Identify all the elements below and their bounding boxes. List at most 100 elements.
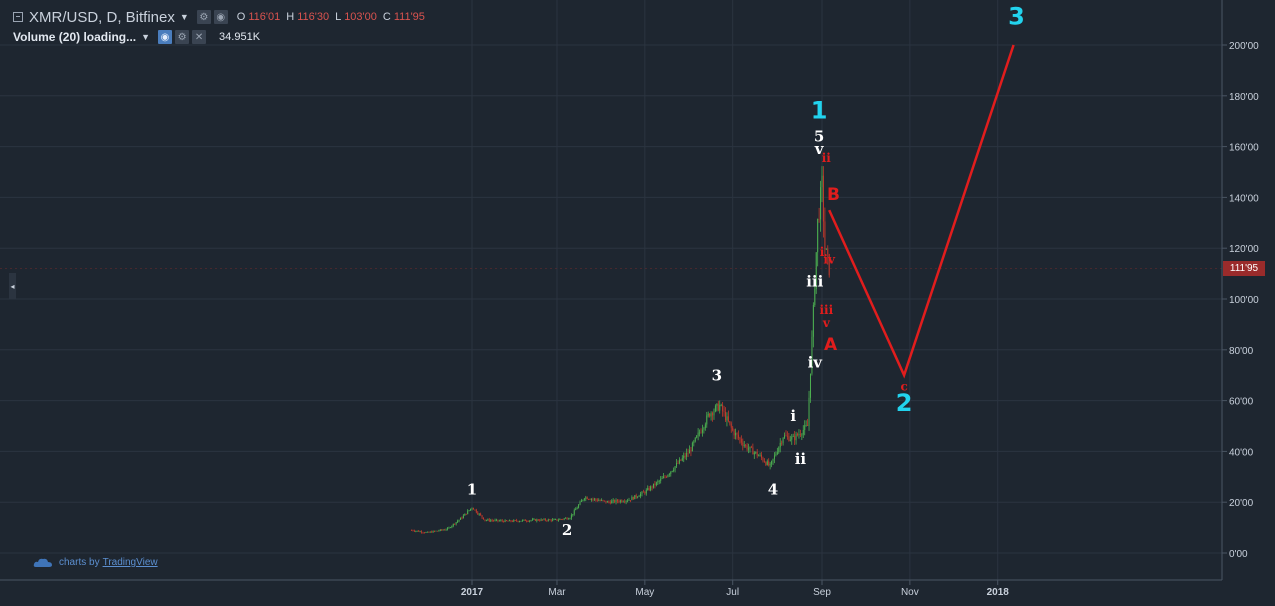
candle-body [555,519,557,521]
candle-body [811,336,813,374]
candle [616,498,618,504]
close-icon[interactable]: ✕ [192,30,207,44]
candle [464,513,466,516]
candle [680,459,682,462]
candle [495,518,497,522]
candle [772,458,774,465]
eye-icon[interactable]: ◉ [158,30,173,44]
candle-body [472,508,474,510]
candle [690,446,692,457]
candle [423,532,425,534]
candle [591,498,593,502]
candle [606,500,608,503]
candle [762,456,764,463]
candle-body [673,469,675,471]
candle-body [740,439,742,443]
candle [771,460,773,468]
candle [573,508,575,516]
y-tick-label: 120'00 [1229,244,1259,255]
candle [644,491,646,495]
settings-icon[interactable]: ⚙ [175,30,190,44]
candle [589,498,591,501]
candle-body [569,518,571,520]
candle [451,525,453,529]
candle-body [815,252,817,290]
candle-body [601,500,603,501]
candle-body [419,531,421,533]
candle-body [814,289,816,305]
candle-body [455,522,457,525]
candle [411,529,413,531]
y-tick-label: 180'00 [1229,92,1259,103]
candle-body [647,488,649,490]
candle-body [438,530,440,532]
candle-body [640,493,642,497]
candle-body [484,519,486,521]
symbol-title[interactable]: XMR/USD, D, Bitfinex [29,8,175,26]
candle-body [798,434,800,436]
candle [566,517,568,520]
candle-body [428,531,430,533]
left-panel-toggle[interactable]: ◂ [9,273,16,299]
candle-body [661,478,663,479]
wave-label-major: 2 [896,389,913,417]
candle [658,479,660,485]
candle [516,518,518,522]
candle [474,509,476,511]
candle-body [652,483,654,488]
candle-body [477,512,479,515]
tradingview-watermark[interactable]: charts by TradingView [33,556,158,568]
candle [674,465,676,473]
candle [593,497,595,502]
candle [521,519,523,522]
candle [586,496,588,500]
settings-icon[interactable]: ⚙ [196,10,211,24]
candle [426,531,428,533]
candle-body [773,455,775,459]
candle-body [557,520,559,521]
candle [428,531,430,533]
candle-body [448,527,450,529]
projection-line[interactable] [828,44,1015,379]
candle [743,440,745,448]
candle-body [642,491,644,493]
volume-label[interactable]: Volume (20) loading... [13,30,137,44]
candle-body [485,520,487,521]
chart-header: XMR/USD, D, Bitfinex ▼ ⚙ ◉ O 116'01 H 11… [0,0,700,50]
candle [549,518,551,521]
candle-body [475,509,477,513]
candle-body [799,434,801,435]
candle-body [542,519,544,521]
candle-body [421,531,423,533]
candle-body [638,496,640,498]
candle-body [468,510,470,511]
candle-body [622,501,624,503]
candle [519,520,521,523]
candle [461,516,463,520]
chevron-down-icon[interactable]: ▼ [141,32,151,42]
high-label: H [286,11,295,23]
candle-body [562,519,564,521]
watermark-brand-link[interactable]: TradingView [102,556,158,568]
candle-body [632,497,634,500]
x-tick-label: 2017 [461,587,484,598]
candle-body [645,489,647,494]
candle-body [434,531,436,532]
candle-body [722,404,724,412]
candle [663,473,665,479]
candle [729,421,731,426]
candle [523,519,525,521]
collapse-icon[interactable] [13,12,23,22]
candle-body [575,509,577,511]
candle [820,180,822,232]
candle-body [644,492,646,494]
candle-body [778,447,780,453]
candle-body [503,521,505,522]
candle-body [676,463,678,467]
price-axis-panel[interactable] [1222,0,1275,606]
chevron-down-icon[interactable]: ▼ [179,12,189,22]
eye-icon[interactable]: ◉ [213,10,228,24]
candle-body [506,520,508,522]
